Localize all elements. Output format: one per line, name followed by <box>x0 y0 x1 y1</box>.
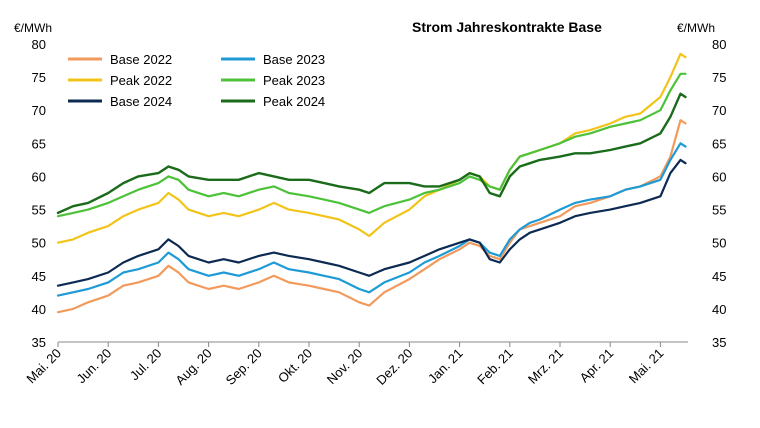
x-tick-label: Feb. 21 <box>474 346 516 388</box>
legend-label: Peak 2023 <box>263 73 325 88</box>
y-tick-label-right: 50 <box>712 236 726 251</box>
chart-title: Strom Jahreskontrakte Base <box>412 19 602 35</box>
x-tick-label: Jun. 20 <box>74 346 115 387</box>
y-tick-label-right: 80 <box>712 37 726 52</box>
x-tick-label: Sep. 20 <box>223 346 265 388</box>
series-line-peak-2024 <box>56 92 687 215</box>
y-tick-label-right: 40 <box>712 302 726 317</box>
series-line-peak-2022 <box>56 52 687 244</box>
x-tick-label: Dez. 20 <box>373 346 415 388</box>
legend: Base 2022 Base 2023 Peak 2022 Peak 2023 Base… <box>68 52 325 109</box>
axes: 35 35 40 40 45 45 50 50 55 55 60 60 65 65 70 70 75 75 80 80… <box>23 37 726 388</box>
legend-label: Peak 2022 <box>110 73 172 88</box>
y-tick-label-left: 35 <box>32 335 46 350</box>
series-line-base-2024 <box>56 158 687 287</box>
x-tick-label: Aug. 20 <box>172 346 214 388</box>
y-tick-label-right: 70 <box>712 103 726 118</box>
series-lines <box>56 52 687 314</box>
y-axis-unit-left: €/MWh <box>14 21 52 35</box>
series-line-base-2022 <box>56 119 687 314</box>
x-tick-label: Jul. 20 <box>127 346 165 384</box>
x-tick-label: Mai. 20 <box>23 346 64 387</box>
series-line-peak-2023 <box>56 72 687 218</box>
y-tick-label-left: 50 <box>32 236 46 251</box>
y-tick-label-left: 40 <box>32 302 46 317</box>
y-tick-label-left: 65 <box>32 136 46 151</box>
legend-label: Base 2023 <box>263 52 325 67</box>
x-tick-label: Mrz. 21 <box>525 346 566 387</box>
y-axis-unit-right: €/MWh <box>677 21 715 35</box>
legend-label: Peak 2024 <box>263 94 325 109</box>
y-tick-label-left: 55 <box>32 203 46 218</box>
y-tick-label-left: 75 <box>32 70 46 85</box>
legend-label: Base 2024 <box>110 94 172 109</box>
series-line-base-2023 <box>56 142 687 297</box>
y-tick-label-left: 45 <box>32 269 46 284</box>
y-tick-label-right: 55 <box>712 203 726 218</box>
x-tick-label: Jan. 21 <box>425 346 466 387</box>
y-tick-label-left: 70 <box>32 103 46 118</box>
x-tick-label: Okt. 20 <box>275 346 315 386</box>
x-tick-label: Apr. 21 <box>577 346 617 386</box>
y-tick-label-left: 80 <box>32 37 46 52</box>
y-tick-label-right: 35 <box>712 335 726 350</box>
x-tick-label: Nov. 20 <box>324 346 366 388</box>
y-tick-label-right: 65 <box>712 136 726 151</box>
y-tick-label-right: 75 <box>712 70 726 85</box>
y-tick-label-right: 45 <box>712 269 726 284</box>
x-tick-label: Mai. 21 <box>626 346 667 387</box>
legend-label: Base 2022 <box>110 52 172 67</box>
y-tick-label-left: 60 <box>32 169 46 184</box>
y-tick-label-right: 60 <box>712 169 726 184</box>
